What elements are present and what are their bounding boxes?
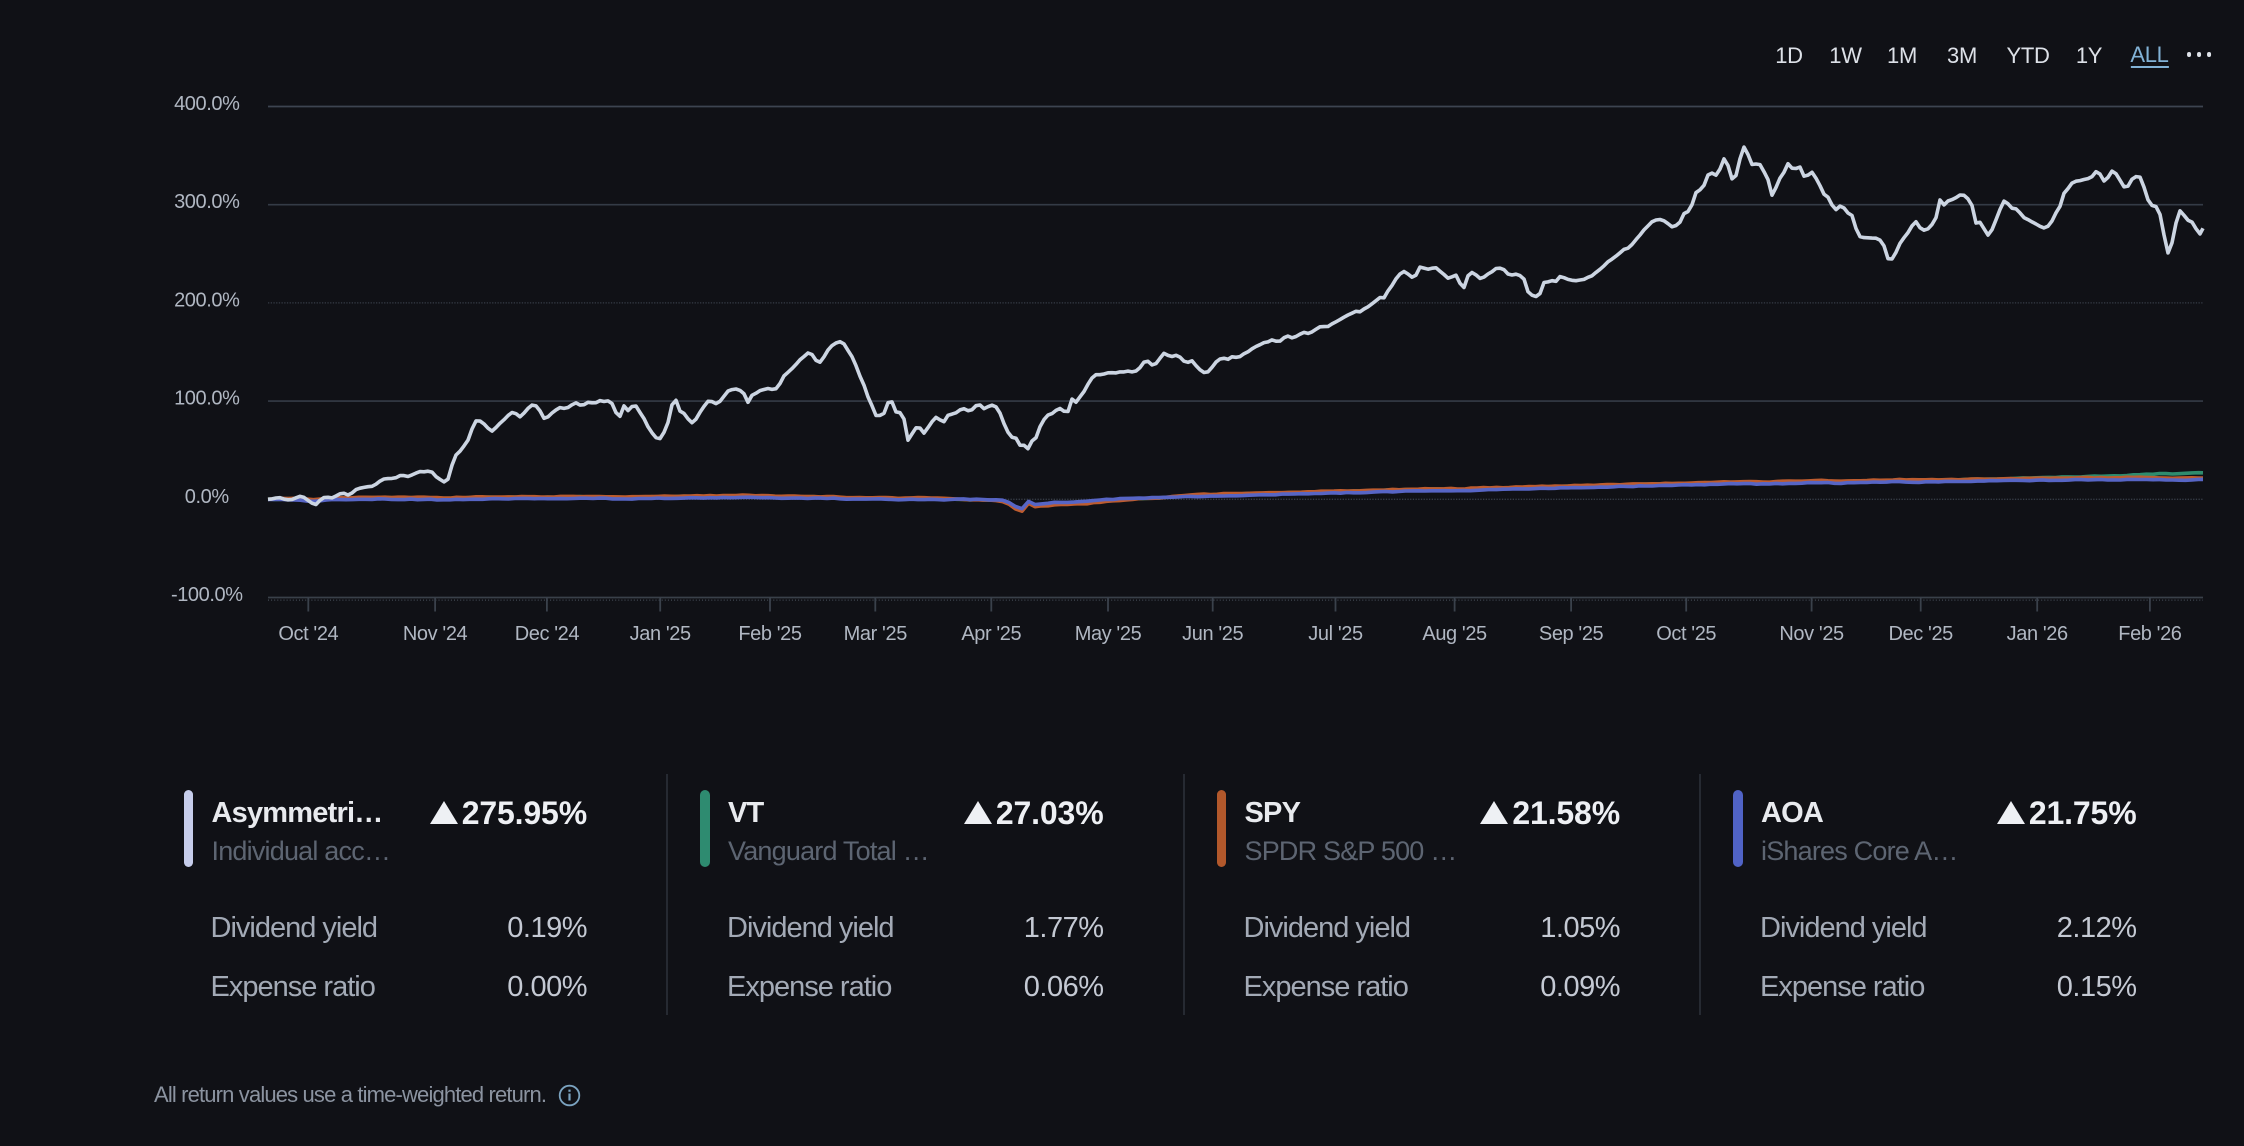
svg-text:Oct '25: Oct '25 xyxy=(1656,623,1716,645)
svg-text:Nov '25: Nov '25 xyxy=(1779,623,1844,645)
svg-text:Feb '25: Feb '25 xyxy=(738,623,802,645)
svg-text:May '25: May '25 xyxy=(1075,623,1142,645)
svg-text:400.0%: 400.0% xyxy=(174,93,240,115)
svg-text:Jun '25: Jun '25 xyxy=(1182,623,1243,645)
svg-text:Jan '25: Jan '25 xyxy=(630,623,691,645)
svg-text:Dec '24: Dec '24 xyxy=(515,623,580,645)
svg-text:Feb '26: Feb '26 xyxy=(2118,623,2182,645)
svg-text:Sep '25: Sep '25 xyxy=(1539,623,1604,645)
svg-text:Dec '25: Dec '25 xyxy=(1889,623,1954,645)
svg-text:Oct '24: Oct '24 xyxy=(278,623,338,645)
svg-text:Apr '25: Apr '25 xyxy=(961,623,1021,645)
svg-text:-100.0%: -100.0% xyxy=(171,584,243,606)
svg-text:200.0%: 200.0% xyxy=(174,289,240,311)
svg-text:Mar '25: Mar '25 xyxy=(844,623,908,645)
svg-text:0.0%: 0.0% xyxy=(185,486,230,508)
svg-text:Jul '25: Jul '25 xyxy=(1308,623,1363,645)
svg-text:100.0%: 100.0% xyxy=(174,388,240,410)
svg-text:Nov '24: Nov '24 xyxy=(403,623,468,645)
svg-text:300.0%: 300.0% xyxy=(174,191,240,213)
svg-text:Jan '26: Jan '26 xyxy=(2007,623,2068,645)
svg-text:Aug '25: Aug '25 xyxy=(1422,623,1487,645)
